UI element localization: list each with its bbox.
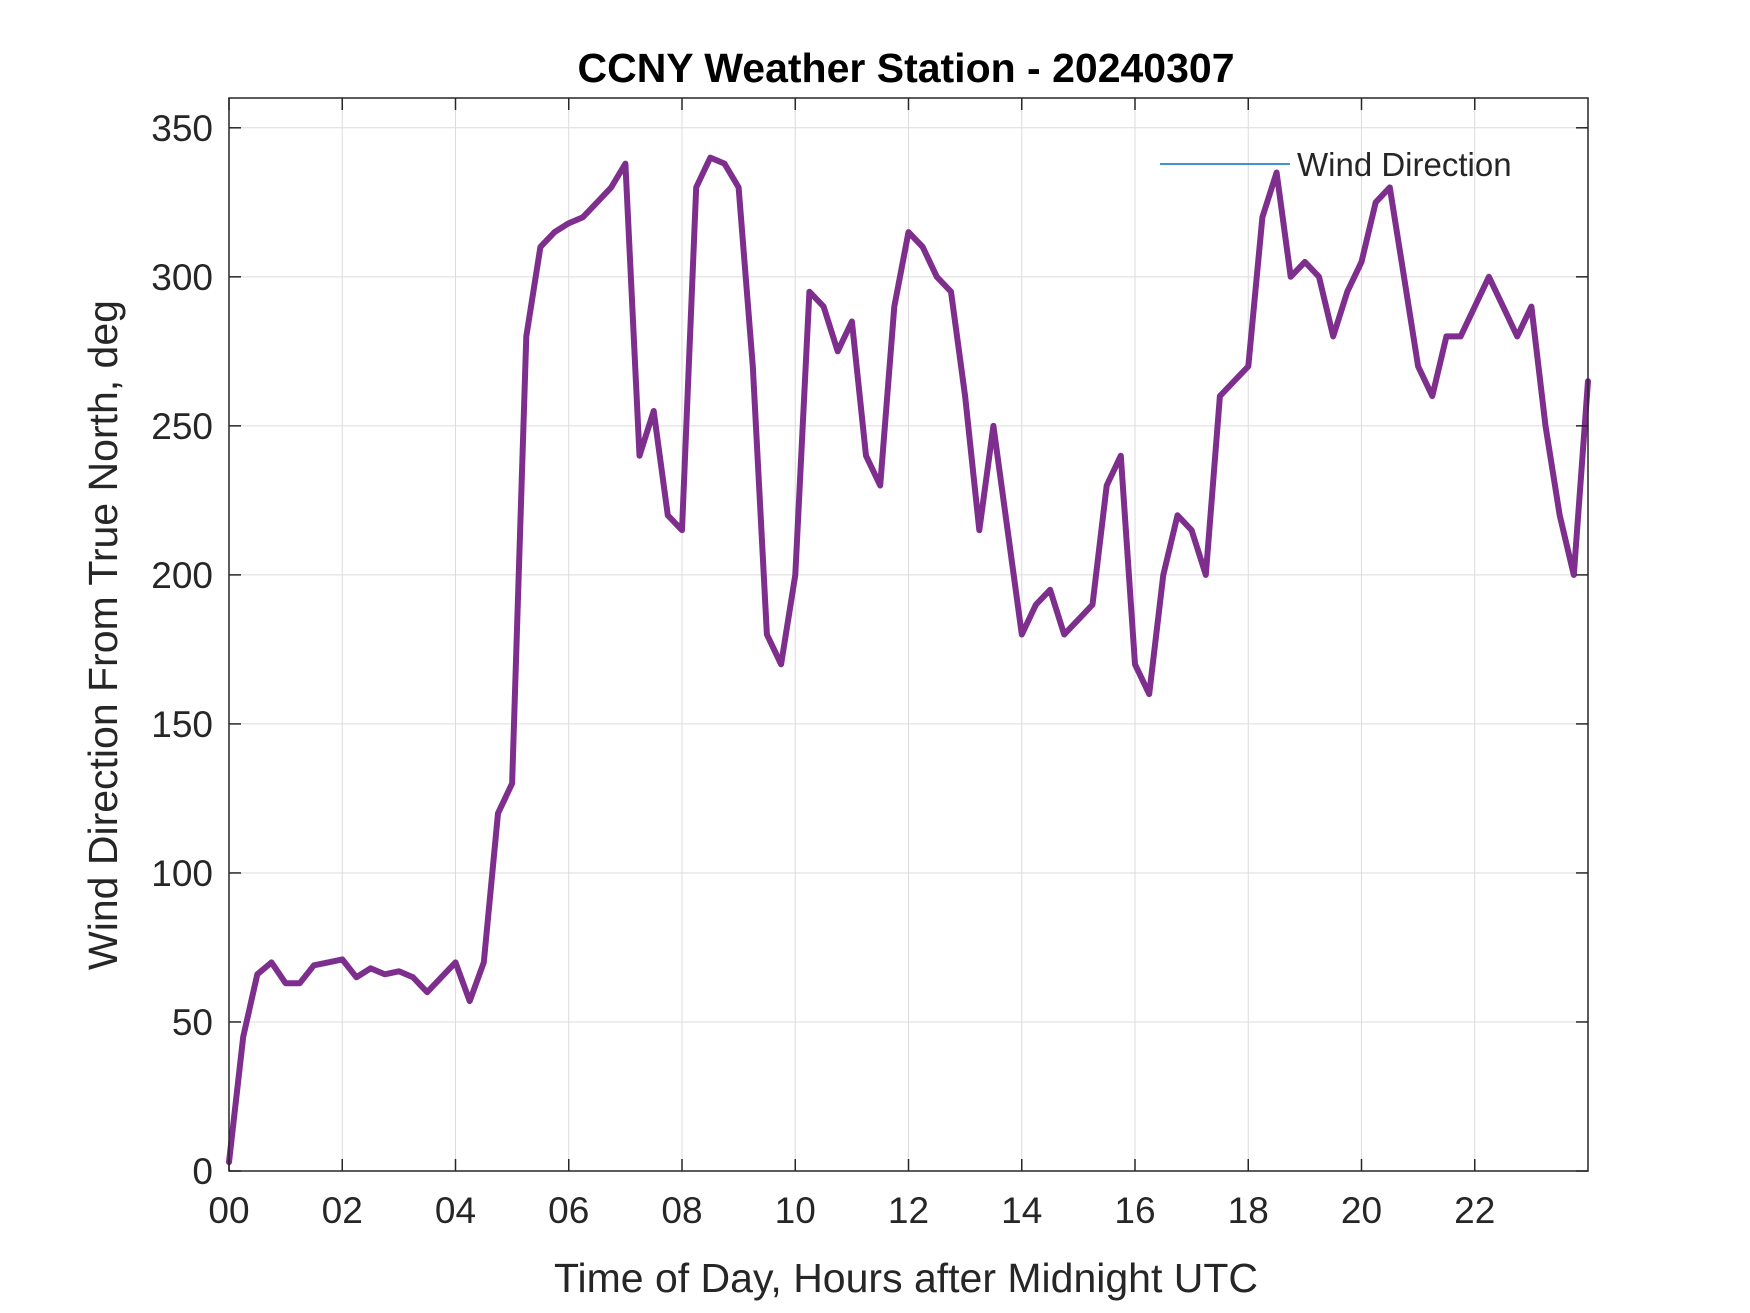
legend: Wind Direction xyxy=(1160,146,1512,183)
x-tick-label: 14 xyxy=(1001,1190,1042,1231)
series-line-smoothed-wind-direction xyxy=(226,154,1591,1166)
axis-ticks: 00 02 04 06 08 10 12 14 16 18 20 22 0 50 100 150 200 250 3… xyxy=(151,98,1588,1231)
x-tick-label: 12 xyxy=(888,1190,929,1231)
chart-title: CCNY Weather Station - 20240307 xyxy=(577,45,1234,91)
x-tick-label: 02 xyxy=(322,1190,363,1231)
y-tick-label: 150 xyxy=(151,704,213,745)
x-tick-label: 04 xyxy=(435,1190,476,1231)
x-tick-label: 10 xyxy=(775,1190,816,1231)
y-axis-label: Wind Direction From True North, deg xyxy=(80,300,126,970)
x-tick-label: 18 xyxy=(1228,1190,1269,1231)
x-axis-label: Time of Day, Hours after Midnight UTC xyxy=(554,1255,1258,1301)
y-tick-label: 50 xyxy=(172,1002,213,1043)
x-tick-label: 06 xyxy=(548,1190,589,1231)
legend-label-wind-direction: Wind Direction xyxy=(1297,146,1512,183)
y-tick-label: 250 xyxy=(151,406,213,447)
y-tick-label: 350 xyxy=(151,108,213,149)
x-tick-label: 00 xyxy=(208,1190,249,1231)
x-tick-label: 16 xyxy=(1114,1190,1155,1231)
y-tick-label: 200 xyxy=(151,555,213,596)
x-tick-label: 20 xyxy=(1341,1190,1382,1231)
y-tick-label: 0 xyxy=(192,1151,213,1192)
y-tick-label: 100 xyxy=(151,853,213,894)
x-tick-label: 08 xyxy=(661,1190,702,1231)
y-tick-label: 300 xyxy=(151,257,213,298)
x-tick-label: 22 xyxy=(1454,1190,1495,1231)
series-layer xyxy=(226,154,1591,1166)
